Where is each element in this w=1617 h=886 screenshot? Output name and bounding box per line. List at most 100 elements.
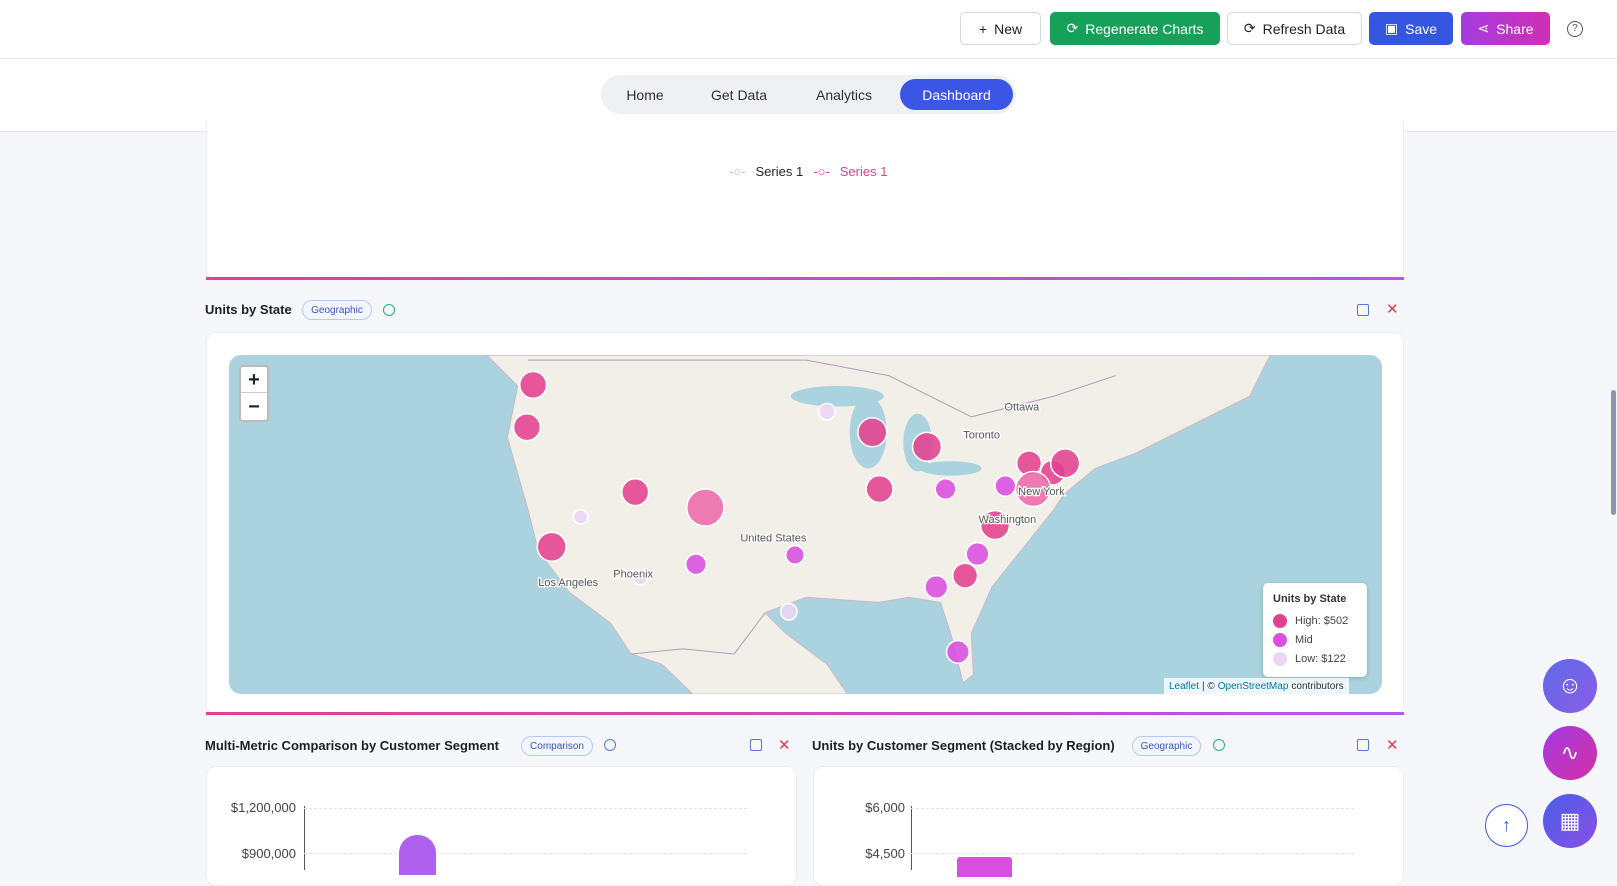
zoom-in[interactable]: + [241, 367, 267, 393]
state-bubble [966, 543, 989, 566]
expand-icon[interactable] [750, 739, 762, 751]
state-bubble [995, 476, 1016, 497]
button-label: Regenerate Charts [1085, 21, 1203, 37]
legend-swatch [1273, 614, 1287, 628]
y-tick-label: $900,000 [206, 846, 296, 861]
button-label: Refresh Data [1263, 21, 1345, 37]
panel-divider [206, 277, 1404, 280]
state-bubble [686, 554, 707, 575]
state-bubble [866, 476, 893, 503]
legend-items: High: $502 Mid Low: $122 [1273, 614, 1348, 666]
help-icon[interactable]: ? [1567, 21, 1583, 37]
state-bubble [913, 432, 942, 461]
state-bubble [514, 414, 541, 441]
grid-line [911, 808, 1354, 809]
panel-title: Units by Customer Segment (Stacked by Re… [812, 738, 1115, 753]
legend-item: Low: $122 [1273, 652, 1348, 666]
legend-label: Series 1 [840, 164, 888, 179]
legend-label: Mid [1295, 634, 1313, 646]
legend-item: Mid [1273, 633, 1348, 647]
zoom-out[interactable]: − [241, 394, 267, 420]
scrollbar[interactable] [1611, 390, 1616, 515]
icon: ⋖ [1477, 20, 1489, 37]
bar [957, 857, 1012, 877]
chart-legend: -○- Series 1 -○- Series 1 [729, 164, 887, 179]
assistant-button[interactable]: ☺ [1543, 659, 1597, 713]
info-icon[interactable] [1213, 739, 1225, 751]
nav-tab[interactable]: Home [610, 79, 680, 110]
map: OttawaTorontoUnited StatesLos AngelesPho… [229, 355, 1382, 694]
scroll-top-button[interactable]: ↑ [1485, 804, 1528, 847]
panel-badge: Geographic [1132, 736, 1201, 756]
bar [399, 835, 436, 875]
share-button[interactable]: ⋖ Share [1461, 12, 1550, 45]
map-label: Washington [979, 514, 1037, 526]
apps-button[interactable]: ▦ [1543, 794, 1597, 848]
map-label: Toronto [963, 429, 1000, 441]
map-label: Los Angeles [538, 577, 598, 589]
info-icon[interactable] [604, 739, 616, 751]
nav-tab[interactable]: Get Data [699, 79, 779, 110]
top-chart-card [206, 120, 1404, 280]
map-legend: Units by State High: $502 Mid Low: $122 [1263, 583, 1367, 677]
new-button[interactable]: + New [960, 12, 1041, 45]
legend-marker: -○- [729, 164, 746, 179]
state-bubble [925, 576, 948, 599]
y-axis [911, 806, 912, 870]
save-button[interactable]: ▣ Save [1369, 12, 1453, 45]
state-bubble [537, 532, 566, 561]
state-bubble [781, 603, 797, 619]
icon: ⟳ [1244, 20, 1256, 37]
expand-icon[interactable] [1357, 739, 1369, 751]
legend-marker: -○- [813, 164, 830, 179]
activity-button[interactable]: ∿ [1543, 726, 1597, 780]
panel-divider [206, 712, 1404, 715]
state-bubble [622, 479, 649, 506]
state-bubble [935, 479, 956, 500]
legend-swatch [1273, 652, 1287, 666]
attribution-link[interactable]: Leaflet [1169, 681, 1199, 692]
state-bubble [858, 418, 887, 447]
legend-label: High: $502 [1295, 615, 1348, 627]
nav-tab[interactable]: Analytics [804, 79, 884, 110]
info-icon[interactable] [383, 304, 395, 316]
attribution-link[interactable]: OpenStreetMap [1218, 681, 1289, 692]
legend-label: Series 1 [756, 164, 804, 179]
close-icon[interactable]: ✕ [778, 736, 791, 754]
grid-line [304, 808, 747, 809]
attribution-text: | © [1202, 681, 1215, 692]
grid-line [911, 853, 1354, 854]
close-icon[interactable]: ✕ [1386, 300, 1399, 318]
chart-card [813, 766, 1404, 886]
map-label: New York [1018, 486, 1065, 498]
button-label: New [994, 21, 1022, 37]
y-axis [304, 806, 305, 870]
panel-badge: Geographic [302, 300, 372, 320]
lake [791, 386, 884, 407]
icon: + [979, 21, 987, 37]
refresh-button[interactable]: ⟳ Refresh Data [1227, 12, 1362, 45]
y-tick-label: $1,200,000 [206, 800, 296, 815]
icon: ▣ [1385, 20, 1398, 37]
state-bubble [819, 403, 835, 419]
regenerate-button[interactable]: ⟳ Regenerate Charts [1050, 12, 1220, 45]
state-bubble [573, 510, 587, 524]
grid-line [304, 853, 747, 854]
attribution-text: contributors [1291, 681, 1343, 692]
state-bubble [947, 641, 970, 664]
map-label: Phoenix [613, 569, 653, 581]
expand-icon[interactable] [1357, 304, 1369, 316]
state-bubble [687, 489, 724, 526]
close-icon[interactable]: ✕ [1386, 736, 1399, 754]
map-label: United States [740, 532, 807, 544]
button-label: Save [1405, 21, 1437, 37]
nav-tab-active[interactable]: Dashboard [900, 79, 1013, 110]
chart-card [206, 766, 797, 886]
map-attribution: Leaflet | © OpenStreetMap contributors [1164, 678, 1349, 694]
button-label: Share [1496, 21, 1533, 37]
y-tick-label: $6,000 [813, 800, 905, 815]
lake [920, 461, 982, 475]
state-bubble [520, 371, 547, 398]
state-bubble [953, 563, 978, 588]
icon: ⟳ [1066, 20, 1078, 37]
